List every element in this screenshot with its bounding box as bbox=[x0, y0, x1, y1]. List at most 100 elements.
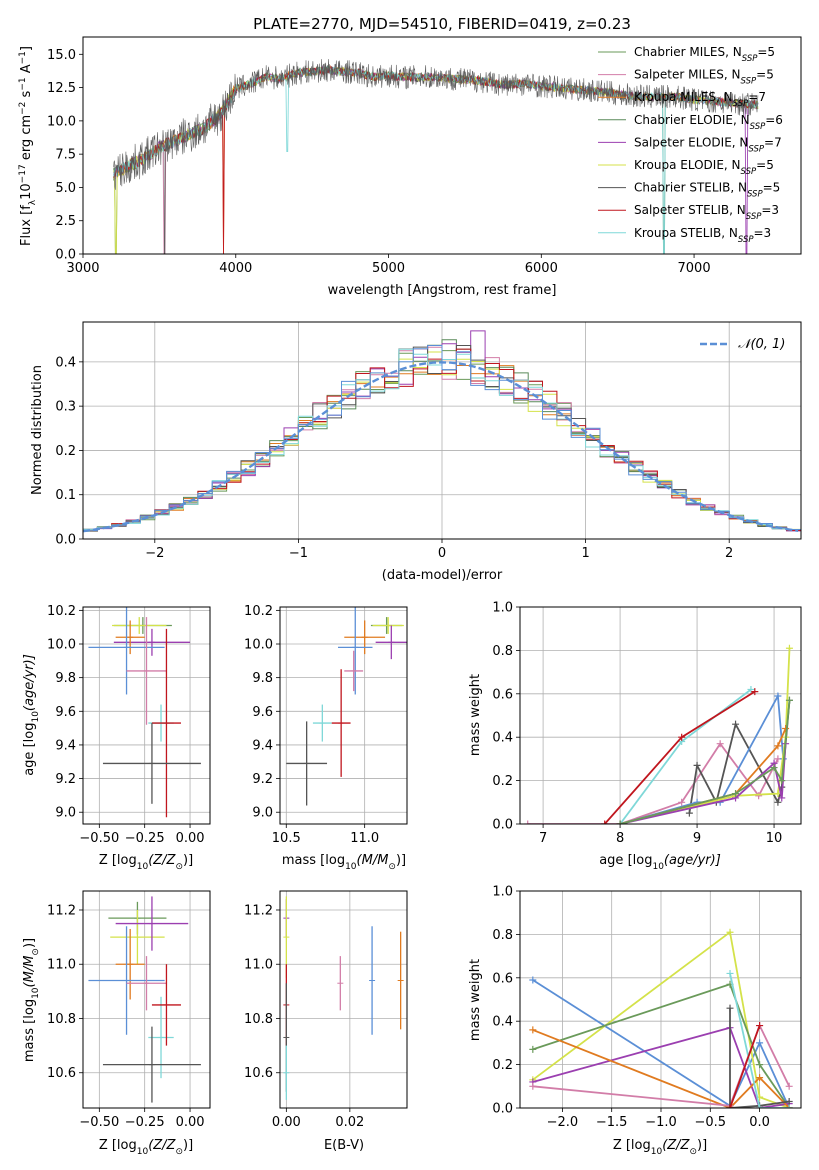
legend-text-part: =5 bbox=[763, 181, 781, 195]
weight-marker bbox=[778, 794, 786, 802]
weight-marker bbox=[685, 809, 693, 817]
weight-marker bbox=[785, 1082, 793, 1090]
weight-series bbox=[729, 1025, 761, 1108]
legend-entry: Chabrier ELODIE, NSSP=6 bbox=[634, 113, 783, 132]
legend-text-part: SSP bbox=[747, 190, 763, 200]
y-tick-label: 10.6 bbox=[47, 1066, 76, 1081]
weight-marker bbox=[726, 928, 734, 936]
weight-marker bbox=[524, 820, 532, 824]
label-part: ⊙ bbox=[175, 1147, 183, 1157]
legend-entry: Kroupa MILES, NSSP=7 bbox=[634, 90, 766, 109]
y-tick-label: 0.4 bbox=[492, 731, 513, 746]
weight-marker bbox=[529, 976, 537, 984]
label-part: −1 bbox=[18, 51, 28, 64]
weight-marker bbox=[747, 685, 755, 693]
weight-marker bbox=[785, 696, 793, 704]
x-axis-label: (data-model)/error bbox=[382, 568, 503, 583]
y-tick-label: 10.2 bbox=[47, 604, 76, 619]
label-part: ⊙ bbox=[31, 948, 41, 956]
y-tick-label: 0.4 bbox=[492, 1015, 513, 1030]
label-part: age [log bbox=[22, 723, 37, 776]
legend-text-part: Chabrier ELODIE, N bbox=[634, 113, 750, 127]
weight-marker bbox=[529, 1082, 537, 1090]
plot-area bbox=[83, 330, 801, 533]
x-axis-label: Z [log10(Z/Z⊙)] bbox=[99, 853, 193, 872]
legend-entry: Chabrier STELIB, NSSP=5 bbox=[634, 181, 780, 200]
legend-text-part: =6 bbox=[765, 113, 783, 127]
label-part: mass [log bbox=[22, 999, 37, 1062]
label-part: Z [log bbox=[613, 1138, 651, 1153]
x-axis-label: mass [log10(M/M⊙)] bbox=[282, 853, 406, 872]
weight-series bbox=[619, 648, 791, 824]
y-axis-label: Flux [fλ10−17 erg cm−2 s−1 A−1] bbox=[18, 46, 38, 246]
weight-marker bbox=[782, 725, 790, 733]
x-axis-label: Z [log10(Z/Z⊙)] bbox=[99, 1138, 193, 1157]
weight-marker bbox=[785, 644, 793, 652]
y-tick-label: 0.8 bbox=[492, 644, 513, 659]
plot-area bbox=[529, 928, 793, 1108]
label-part: 10 bbox=[31, 711, 41, 723]
legend-entry: Salpeter MILES, NSSP=5 bbox=[634, 68, 774, 87]
x-tick-label: 8 bbox=[616, 831, 624, 846]
x-tick-label: 0.00 bbox=[176, 831, 205, 846]
x-tick-label: 4000 bbox=[219, 261, 252, 276]
weight-marker bbox=[756, 1104, 764, 1108]
x-axis-label: Z [log10(Z/Z⊙)] bbox=[613, 1138, 707, 1157]
y-tick-label: 9.8 bbox=[55, 671, 76, 686]
panel-mass_vs_ebv: 0.00 0.02 10.6 10.8 11.0 11.2 bbox=[244, 890, 408, 1130]
y-tick-label: 10.0 bbox=[47, 638, 76, 653]
x-tick-label: 10.5 bbox=[272, 831, 301, 846]
weight-series bbox=[532, 979, 791, 1108]
y-tick-label: 11.0 bbox=[47, 958, 76, 973]
x-tick-label: 0 bbox=[438, 546, 446, 561]
y-axis-label: mass weight bbox=[468, 674, 483, 756]
axes-frame bbox=[82, 890, 211, 1109]
weight-marker bbox=[529, 1026, 537, 1034]
x-tick-label: 9 bbox=[693, 831, 701, 846]
panel-spectrum: 3000 4000 5000 6000 7000 0.0 2.5 5.0 7.5 10.0 12.5… bbox=[47, 36, 802, 276]
y-tick-label: 0.0 bbox=[492, 818, 513, 833]
axes-frame bbox=[82, 36, 802, 255]
legend-text-part: SSP bbox=[741, 77, 757, 87]
y-axis-label: mass [log10(M/M⊙)] bbox=[22, 938, 41, 1062]
weight-marker bbox=[693, 761, 701, 769]
spectrum-series bbox=[113, 59, 759, 254]
legend-text-part: =3 bbox=[754, 226, 772, 240]
weight-series bbox=[532, 1029, 790, 1108]
y-tick-label: 10.2 bbox=[244, 604, 273, 619]
weight-marker bbox=[529, 1045, 537, 1053]
legend-text-part: SSP bbox=[733, 99, 749, 109]
label-part: Z [log bbox=[99, 1138, 137, 1153]
x-tick-label: 0.00 bbox=[272, 1115, 301, 1130]
weight-marker bbox=[756, 1061, 764, 1069]
label-part: age [log bbox=[599, 853, 652, 868]
weight-series bbox=[527, 742, 779, 824]
weight-marker bbox=[678, 798, 686, 806]
y-tick-label: 0.3 bbox=[55, 400, 76, 415]
weight-marker bbox=[774, 742, 782, 750]
label-part: )] bbox=[183, 1138, 193, 1153]
label-part: A bbox=[19, 64, 34, 77]
x-tick-label: 3000 bbox=[66, 261, 99, 276]
legend-text-part: =7 bbox=[748, 90, 766, 104]
x-tick-label: −2.0 bbox=[547, 1115, 579, 1130]
label-part: )] bbox=[396, 853, 406, 868]
y-axis-label: Normed distribution bbox=[30, 365, 45, 495]
weight-marker bbox=[774, 798, 782, 806]
label-part: (age/yr)] bbox=[664, 853, 721, 868]
legend-text-part: Salpeter MILES, N bbox=[634, 68, 741, 82]
weight-marker bbox=[770, 764, 778, 772]
panel-massweight_vs_age: 7 8 9 10 0.0 0.2 0.4 0.6 0.8 1.0 bbox=[492, 601, 802, 846]
axes-frame bbox=[279, 606, 408, 825]
label-part: s bbox=[19, 90, 34, 101]
y-tick-label: 9.8 bbox=[252, 671, 273, 686]
legend-text-part: =5 bbox=[756, 158, 774, 172]
x-tick-label: −1.5 bbox=[596, 1115, 628, 1130]
label-part: ] bbox=[19, 46, 34, 51]
legend-text-part: SSP bbox=[741, 167, 757, 177]
weight-series bbox=[532, 983, 790, 1108]
y-tick-label: 0.0 bbox=[55, 248, 76, 263]
y-tick-label: 10.0 bbox=[47, 114, 76, 129]
weight-marker bbox=[785, 1104, 793, 1108]
